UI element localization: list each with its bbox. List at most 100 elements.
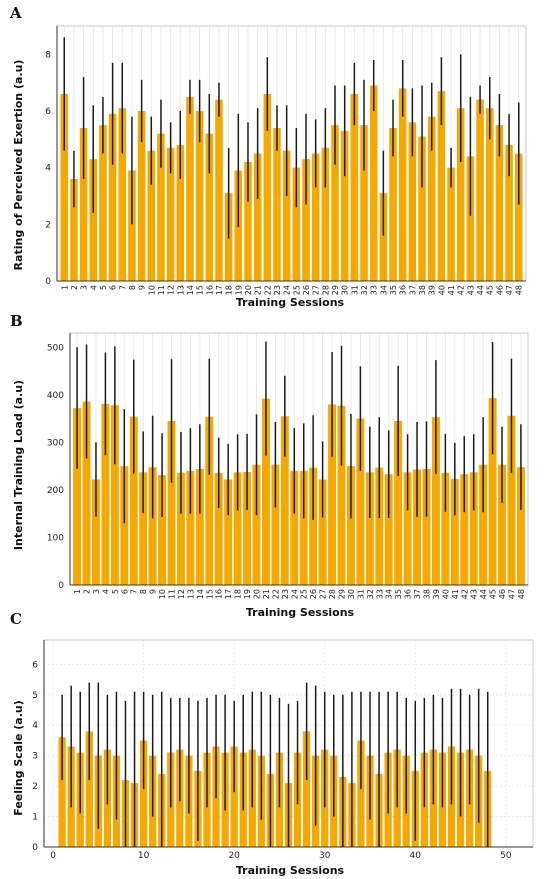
panel-a-bar [427,116,436,282]
panel-b-plot-frame [69,332,529,586]
panel-a-x-tick-label: 34 [379,285,388,295]
panel-a-x-tick-label: 13 [176,285,185,295]
panel-a-bar [215,99,223,282]
panel-b-bar [498,464,506,585]
panel-b-x-tick-label: 10 [158,589,167,599]
panel-b-x-tick-label: 1 [73,589,82,594]
panel-a-bar [398,88,407,281]
panel-b-x-tick-label: 23 [281,589,290,599]
panel-a-bar [302,159,310,281]
panel-a-bar [311,153,320,281]
panel-a-x-tick-label: 7 [118,285,127,290]
panel-a-bar [195,111,204,281]
panel-b-bar [431,417,440,585]
panel-a-bar [176,145,185,281]
panel-b-bar [167,420,176,585]
panel-c-bar [139,740,148,847]
panel-a-bar [244,162,252,281]
panel-c-x-tick-label: 50 [500,851,512,861]
panel-b-x-tick-label: 26 [309,589,318,599]
panel-b-x-tick-label: 24 [290,589,299,599]
panel-a-bar [108,113,117,281]
panel-b-bar [243,471,252,585]
panel-b-bar [120,466,129,585]
panel-b-x-tick-label: 44 [479,589,488,599]
panel-b-y-tick-label: 300 [47,438,64,448]
panel-b-x-tick-label: 34 [385,589,394,599]
panel-a-x-tick-label: 31 [350,285,359,295]
panel-a-x-tick-label: 48 [515,285,524,295]
panel-a-bar [369,85,378,281]
panel-c-x-axis-title: Training Sessions [236,864,345,877]
panel-a-bar [485,108,494,282]
panel-a-x-tick-label: 36 [399,285,408,295]
panel-b-x-tick-label: 43 [470,589,479,599]
panel-b-x-tick-label: 11 [168,589,177,599]
panel-a-x-tick-label: 43 [466,285,475,295]
panel-a-x-tick-label: 42 [457,285,466,295]
panel-a-x-tick-label: 46 [495,285,504,295]
panel-b-bar [73,408,82,585]
panel-b-x-axis-title: Training Sessions [246,606,355,619]
panel-b-bar [82,401,91,585]
panel-b-bar [365,472,374,585]
panel-c-x-tick-label: 30 [319,851,331,861]
panel-b-bar [148,467,157,585]
panel-b-bar [176,472,185,585]
panel-a-x-tick-label: 28 [321,285,330,295]
panel-b-x-tick-label: 16 [215,589,224,599]
panel-b-bar [261,398,270,585]
panel-c-chart: C Feeling Scale (a.u) Training Sessions … [10,610,534,877]
panel-b-x-tick-label: 12 [177,589,186,599]
panel-b-x-tick-label: 31 [356,589,365,599]
panel-a-letter: A [9,4,22,22]
panel-b-bar [129,416,138,585]
panel-b-y-tick-label: 400 [47,391,64,401]
panel-a-x-tick-label: 37 [408,285,417,295]
panel-b-x-tick-label: 5 [111,589,120,594]
panel-a-y-tick-label: 0 [45,277,51,287]
panel-b-x-tick-label: 45 [489,589,498,599]
panel-a-x-tick-label: 45 [486,285,495,295]
panel-a-bar [205,133,214,281]
panel-a-bar [99,125,107,282]
panel-a-bar [263,94,272,281]
panel-b-bar [356,418,365,585]
panel-a-bar [137,111,146,281]
panel-a-x-tick-label: 41 [447,285,456,295]
panel-a-bar [505,145,513,281]
panel-b-x-tick-label: 17 [224,589,233,599]
panel-b-bar [158,475,167,585]
panel-b-bar [460,474,469,585]
panel-c-letter: C [10,610,22,628]
panel-a-x-tick-label: 17 [215,285,224,295]
panel-b-bar [516,467,525,585]
panel-c-y-tick-label: 4 [32,721,38,731]
panel-b-x-tick-label: 37 [413,589,422,599]
panel-c-bar [302,731,311,847]
panel-b-x-tick-label: 28 [328,589,337,599]
panel-b-bar [384,474,393,585]
panel-a-y-tick-label: 6 [45,107,51,117]
panel-a-x-tick-label: 32 [360,285,369,295]
panel-c-bar [230,746,238,847]
panel-a-bar [166,147,175,281]
panel-a-x-tick-label: 10 [147,285,156,295]
panel-a-bar [70,179,78,281]
panel-b-x-tick-label: 14 [196,589,205,599]
panel-a-bar [118,108,127,282]
panel-c-y-axis-title: Feeling Scale (a.u) [12,700,25,815]
panel-b-bar [337,405,346,585]
panel-b-x-tick-label: 32 [366,589,375,599]
panel-b-bar [403,472,412,585]
panel-b-x-tick-label: 47 [507,589,516,599]
panel-a-bar [253,153,262,281]
panel-b-x-tick-label: 46 [498,589,507,599]
panel-b-bar [318,479,327,585]
panel-b-bar [280,416,289,585]
panel-c-y-tick-label: 2 [32,782,38,792]
panel-b-bar [110,405,119,585]
panel-a-x-tick-label: 9 [138,285,147,290]
panel-b-bar [507,415,516,585]
